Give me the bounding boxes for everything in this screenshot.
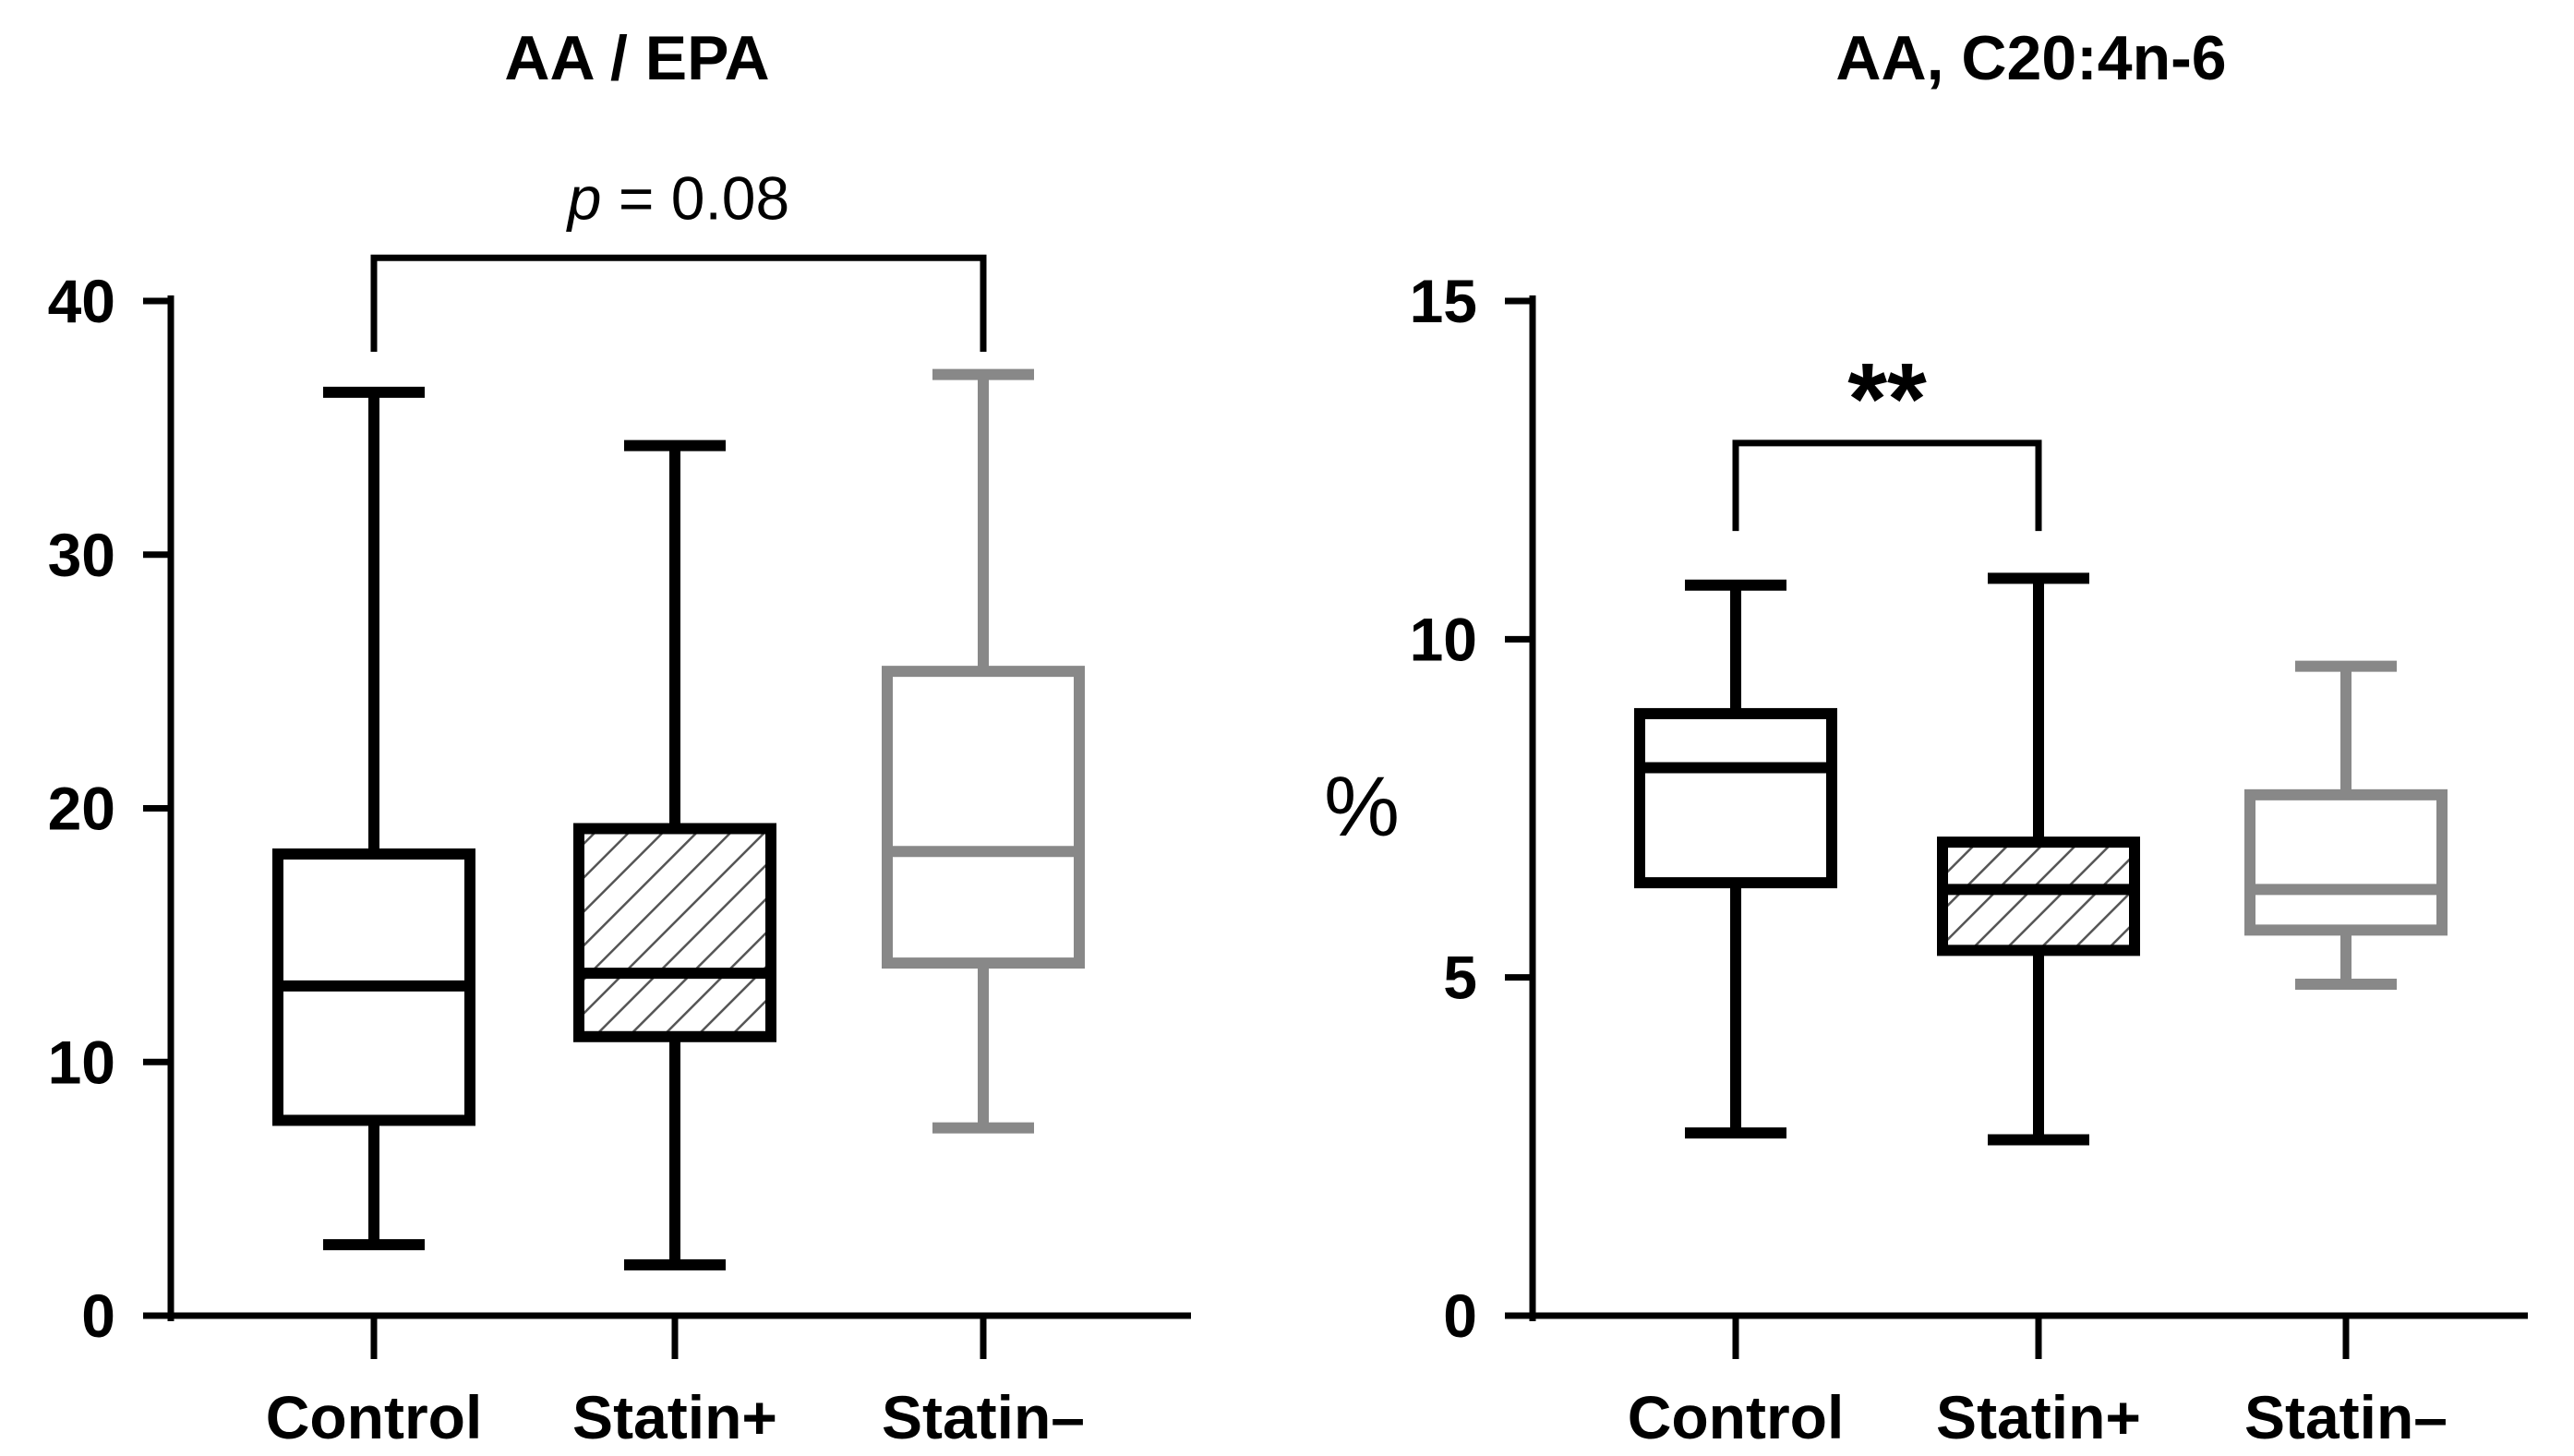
y-tick-label: 20 [48, 775, 115, 843]
significance-stars: ** [1847, 343, 1927, 456]
p-value: = 0.08 [602, 163, 790, 232]
interquartile-box [573, 823, 776, 1042]
y-axis-label: % [1324, 760, 1400, 854]
box-plots [272, 368, 1085, 1271]
x-tick-label-statin-plus: Statin+ [1936, 1383, 2141, 1451]
chart-title: AA / EPA [504, 23, 769, 93]
p-value-label: p = 0.08 [566, 163, 789, 232]
y-tick-label: 15 [1410, 267, 1477, 335]
x-tick-label-control: Control [266, 1383, 483, 1451]
y-tick-label: 40 [48, 267, 115, 335]
significance-annotations: p = 0.08 [370, 163, 987, 352]
box-statin-plus [573, 439, 776, 1271]
chart-panel-aa-c20-4n-6: AA, C20:4n-6 % ** 0 5 10 15 Control Statin+… [1324, 23, 2528, 1451]
axes: 0 5 10 15 [1410, 267, 2528, 1359]
box-control [1634, 579, 1837, 1139]
x-tick-labels: Control Statin+ Statin– [1628, 1383, 2448, 1451]
significance-annotations: ** [1732, 343, 2042, 532]
x-tick-label-statin-plus: Statin+ [572, 1383, 777, 1451]
x-tick-labels: Control Statin+ Statin– [266, 1383, 1085, 1451]
y-tick-label: 10 [48, 1028, 115, 1096]
box-statin-plus [1937, 572, 2140, 1146]
p-symbol: p [566, 163, 602, 232]
x-tick-label-statin-minus: Statin– [882, 1383, 1085, 1451]
x-tick-label-control: Control [1628, 1383, 1845, 1451]
significance-bracket [1732, 439, 2042, 532]
chart-panel-aa-epa: AA / EPA p = 0.08 0 10 20 30 40 Control Stat… [48, 23, 1191, 1451]
interquartile-box [1634, 707, 1837, 889]
box-plots [1634, 572, 2448, 1146]
box-statin-minus [882, 368, 1085, 1134]
box-statin-minus [2244, 660, 2448, 990]
significance-bracket [370, 254, 987, 352]
y-tick-label: 10 [1410, 605, 1477, 673]
y-tick-label: 0 [81, 1282, 115, 1350]
box-control [272, 386, 475, 1251]
chart-title: AA, C20:4n-6 [1835, 23, 2226, 93]
interquartile-box [882, 666, 1085, 969]
y-tick-label: 0 [1443, 1282, 1477, 1350]
axes: 0 10 20 30 40 [48, 267, 1191, 1359]
y-tick-label: 30 [48, 521, 115, 589]
interquartile-box [1937, 836, 2140, 957]
interquartile-box [2244, 788, 2448, 936]
y-tick-label: 5 [1443, 944, 1477, 1012]
x-tick-label-statin-minus: Statin– [2244, 1383, 2448, 1451]
